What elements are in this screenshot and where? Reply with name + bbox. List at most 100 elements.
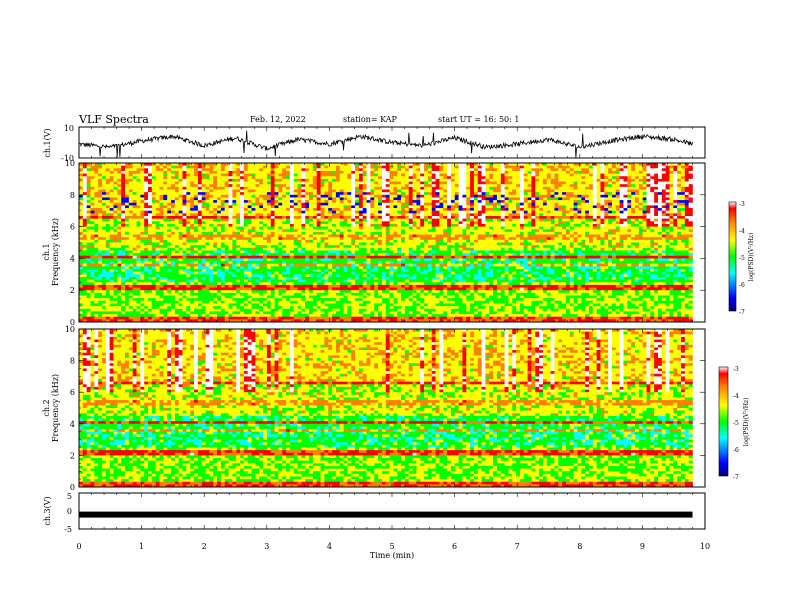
spec-cell <box>171 189 176 193</box>
spec-cell <box>458 200 463 204</box>
spec-cell <box>374 239 379 243</box>
spec-cell <box>301 226 306 230</box>
spec-cell <box>117 170 122 174</box>
spec-cell <box>385 234 390 238</box>
spec-cell <box>634 223 640 227</box>
spec-cell <box>565 218 571 222</box>
spec-cell <box>604 163 609 166</box>
spec-cell <box>615 208 620 211</box>
spec-cell <box>374 197 379 201</box>
spec-cell <box>94 173 99 177</box>
spec-cell <box>611 210 617 214</box>
spec-cell <box>174 229 179 233</box>
spec-cell <box>604 176 609 180</box>
spec-cell <box>266 231 272 235</box>
spec-cell <box>332 165 337 169</box>
spec-cell <box>263 218 268 222</box>
spec-cell <box>209 226 214 230</box>
spec-cell <box>581 197 586 201</box>
spec-cell <box>600 168 605 172</box>
spec-cell <box>312 202 318 206</box>
spec-cell <box>450 181 456 185</box>
spec-cell <box>220 165 225 169</box>
spec-cell <box>309 208 314 211</box>
spec-cell <box>151 216 156 219</box>
spec-cell <box>454 218 459 222</box>
spec-cell <box>144 178 149 182</box>
spec-cell <box>504 176 509 180</box>
spec-cell <box>416 210 421 214</box>
spec-cell <box>167 178 172 182</box>
spec-cell <box>197 165 202 169</box>
spec-cell <box>531 168 536 172</box>
spec-cell <box>209 184 214 188</box>
spec-cell <box>470 168 475 172</box>
spec-cell <box>117 165 122 169</box>
spec-cell <box>573 173 578 177</box>
spec-cell <box>347 184 352 188</box>
spec-cell <box>412 213 417 217</box>
spec-cell <box>324 178 329 182</box>
spec-cell <box>646 213 651 217</box>
spec-cell <box>539 189 544 193</box>
spec-cell <box>424 205 429 209</box>
spec-cell <box>197 194 202 198</box>
spec-cell <box>408 234 413 238</box>
spec-cell <box>163 239 168 243</box>
spec-cell <box>102 186 107 190</box>
spec-cell <box>519 208 525 211</box>
spec-cell <box>113 208 118 211</box>
spec-cell <box>466 184 471 188</box>
spec-cell <box>224 170 229 174</box>
spec-cell <box>654 189 659 193</box>
spec-cell <box>500 176 505 180</box>
spec-cell <box>263 242 268 246</box>
spec-cell <box>546 170 551 174</box>
spec-cell <box>155 197 160 201</box>
spec-cell <box>688 189 693 193</box>
spec-cell <box>527 202 532 206</box>
spec-cell <box>274 173 279 177</box>
spec-cell <box>427 205 433 209</box>
spec-cell <box>470 170 475 174</box>
spec-cell <box>339 194 344 198</box>
spec-cell <box>431 189 436 193</box>
spec-cell <box>496 208 502 211</box>
spec-cell <box>320 178 325 182</box>
spec-cell <box>634 213 640 217</box>
spec-cell <box>128 221 133 225</box>
spec-cell <box>255 229 260 233</box>
spec-cell <box>680 239 686 243</box>
spec-cell <box>596 178 601 182</box>
spec-cell <box>558 181 563 185</box>
spec-cell <box>684 205 689 209</box>
spec-cell <box>431 176 436 180</box>
spec-cell <box>297 170 302 174</box>
spec-cell <box>581 168 586 172</box>
spec-cell <box>542 165 548 169</box>
spec-cell <box>159 184 164 188</box>
spec-cell <box>493 200 498 204</box>
spec-cell <box>508 205 513 209</box>
spec-cell <box>661 237 666 241</box>
spec-cell <box>450 205 456 209</box>
spec-cell <box>393 202 398 206</box>
spec-cell <box>201 163 206 166</box>
spec-cell <box>263 176 268 180</box>
spec-cell <box>205 200 210 204</box>
spec-cell <box>450 229 456 233</box>
spec-cell <box>562 205 567 209</box>
spec-cell <box>240 231 245 235</box>
spec-cell <box>642 181 647 185</box>
spec-cell <box>278 242 283 246</box>
spec-cell <box>194 165 199 169</box>
spec-cell <box>240 242 245 246</box>
spec-cell <box>381 170 387 174</box>
spec-cell <box>297 194 302 198</box>
spec-cell <box>324 205 329 209</box>
spec-cell <box>140 237 145 241</box>
spec-cell <box>393 234 398 238</box>
spec-cell <box>496 202 502 206</box>
spec-cell <box>186 181 191 185</box>
spec-cell <box>163 168 168 172</box>
